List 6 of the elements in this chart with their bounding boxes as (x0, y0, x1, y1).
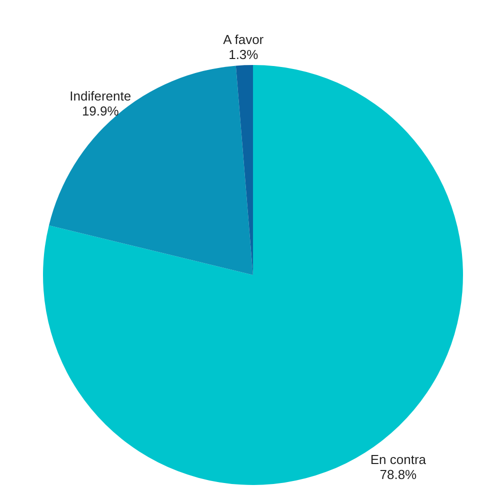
data-label: 1.3% (228, 47, 259, 62)
slice-label: Indiferente (70, 88, 132, 104)
slice-label: En contra (370, 452, 427, 467)
data-label: 78.8% (380, 466, 418, 482)
slice-label: A favor (223, 32, 264, 48)
data-label: 19.9% (82, 103, 120, 118)
